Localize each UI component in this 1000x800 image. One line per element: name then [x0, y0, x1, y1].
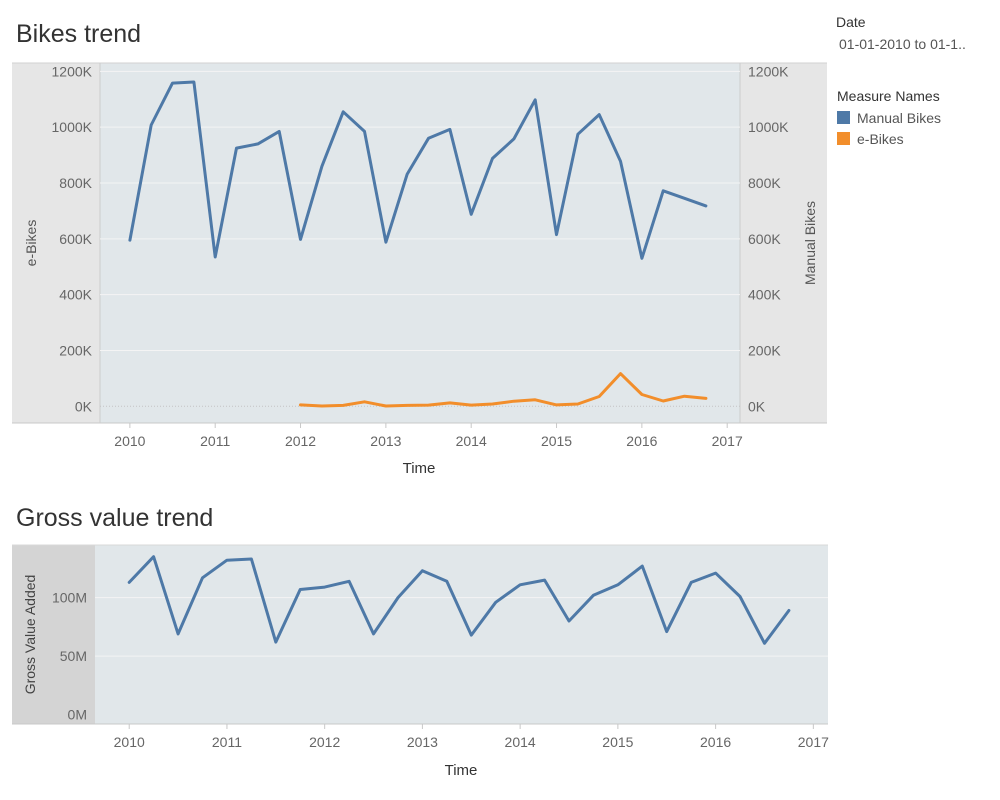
y-right-tick-label-1000k: 1000K [748, 119, 789, 135]
x-tick-label-2010: 2010 [114, 433, 145, 449]
gross-value-trend-chart[interactable]: 0M 50M 100M 2010 2011 2012 2013 2014 2015 2016 201… [0, 500, 840, 800]
date-filter-label: Date [836, 14, 866, 30]
top-chart-title: Bikes trend [16, 20, 142, 48]
x-tick-label-2014: 2014 [456, 433, 487, 449]
y-left-axis-title: e-Bikes [23, 220, 39, 267]
y-right-tick-label-600k: 600K [748, 231, 781, 247]
x-tick-label-2011: 2011 [212, 734, 242, 750]
x-tick-label-2013: 2013 [370, 433, 401, 449]
bottom-chart-title: Gross value trend [16, 504, 214, 532]
x-tick-label-2016: 2016 [700, 734, 731, 750]
y-right-tick-label-800k: 800K [748, 175, 781, 191]
legend-item-e-bikes[interactable]: e-Bikes [837, 128, 941, 149]
x-tick-label-2011: 2011 [200, 433, 230, 449]
x-tick-label-2016: 2016 [626, 433, 657, 449]
y-right-tick-label-0k: 0K [748, 398, 766, 414]
x-axis-title: Time [403, 460, 436, 477]
plot-area [95, 545, 828, 724]
x-tick-label-2017: 2017 [712, 433, 743, 449]
x-tick-label-2013: 2013 [407, 734, 438, 750]
bikes-trend-chart[interactable]: 0K 0K 200K 200K 400K 400K 600K 600K 800K 800K 1000… [0, 0, 840, 490]
x-tick-label-2010: 2010 [114, 734, 145, 750]
y-tick-label-0m: 0M [68, 707, 87, 723]
x-tick-label-2017: 2017 [798, 734, 829, 750]
y-left-tick-label-800k: 800K [59, 175, 92, 191]
legend-label-manual-bikes: Manual Bikes [857, 109, 942, 126]
left-axis-band [12, 63, 100, 423]
series-line-gross-value-added [127, 555, 791, 645]
y-axis-band [12, 545, 95, 724]
x-tick-label-2015: 2015 [541, 433, 572, 449]
y-right-tick-label-1200k: 1200K [748, 63, 789, 79]
y-tick-label-50m: 50M [60, 648, 87, 664]
legend-title: Measure Names [837, 88, 940, 104]
legend: Measure Names Manual Bikes e-Bikes [837, 88, 941, 149]
y-left-tick-label-200k: 200K [59, 342, 92, 358]
x-axis-title: Time [445, 762, 478, 779]
plot-area [100, 63, 740, 423]
y-left-tick-label-600k: 600K [59, 231, 92, 247]
x-tick-label-2014: 2014 [505, 734, 536, 750]
x-tick-label-2012: 2012 [309, 734, 340, 750]
date-filter-value[interactable]: 01-01-2010 to 01-1.. [839, 36, 966, 52]
date-filter[interactable]: Date 01-01-2010 to 01-1.. [836, 14, 966, 52]
y-axis-title: Gross Value Added [22, 575, 38, 695]
y-right-tick-label-200k: 200K [748, 342, 781, 358]
y-tick-label-100m: 100M [52, 590, 87, 606]
series-line-e-bikes [299, 372, 708, 408]
x-tick-label-2012: 2012 [285, 433, 316, 449]
legend-swatch-e-bikes [837, 132, 850, 145]
y-left-tick-label-1200k: 1200K [52, 63, 93, 79]
y-right-tick-label-400k: 400K [748, 287, 781, 303]
y-left-tick-label-400k: 400K [59, 287, 92, 303]
y-right-axis-title: Manual Bikes [802, 201, 818, 285]
legend-swatch-manual-bikes [837, 111, 850, 124]
legend-item-manual-bikes[interactable]: Manual Bikes [837, 107, 941, 128]
y-left-tick-label-0k: 0K [75, 398, 93, 414]
x-tick-label-2015: 2015 [602, 734, 633, 750]
legend-label-e-bikes: e-Bikes [857, 130, 904, 147]
y-left-tick-label-1000k: 1000K [52, 119, 93, 135]
series-line-manual-bikes [128, 80, 708, 260]
right-axis-band [740, 63, 827, 423]
